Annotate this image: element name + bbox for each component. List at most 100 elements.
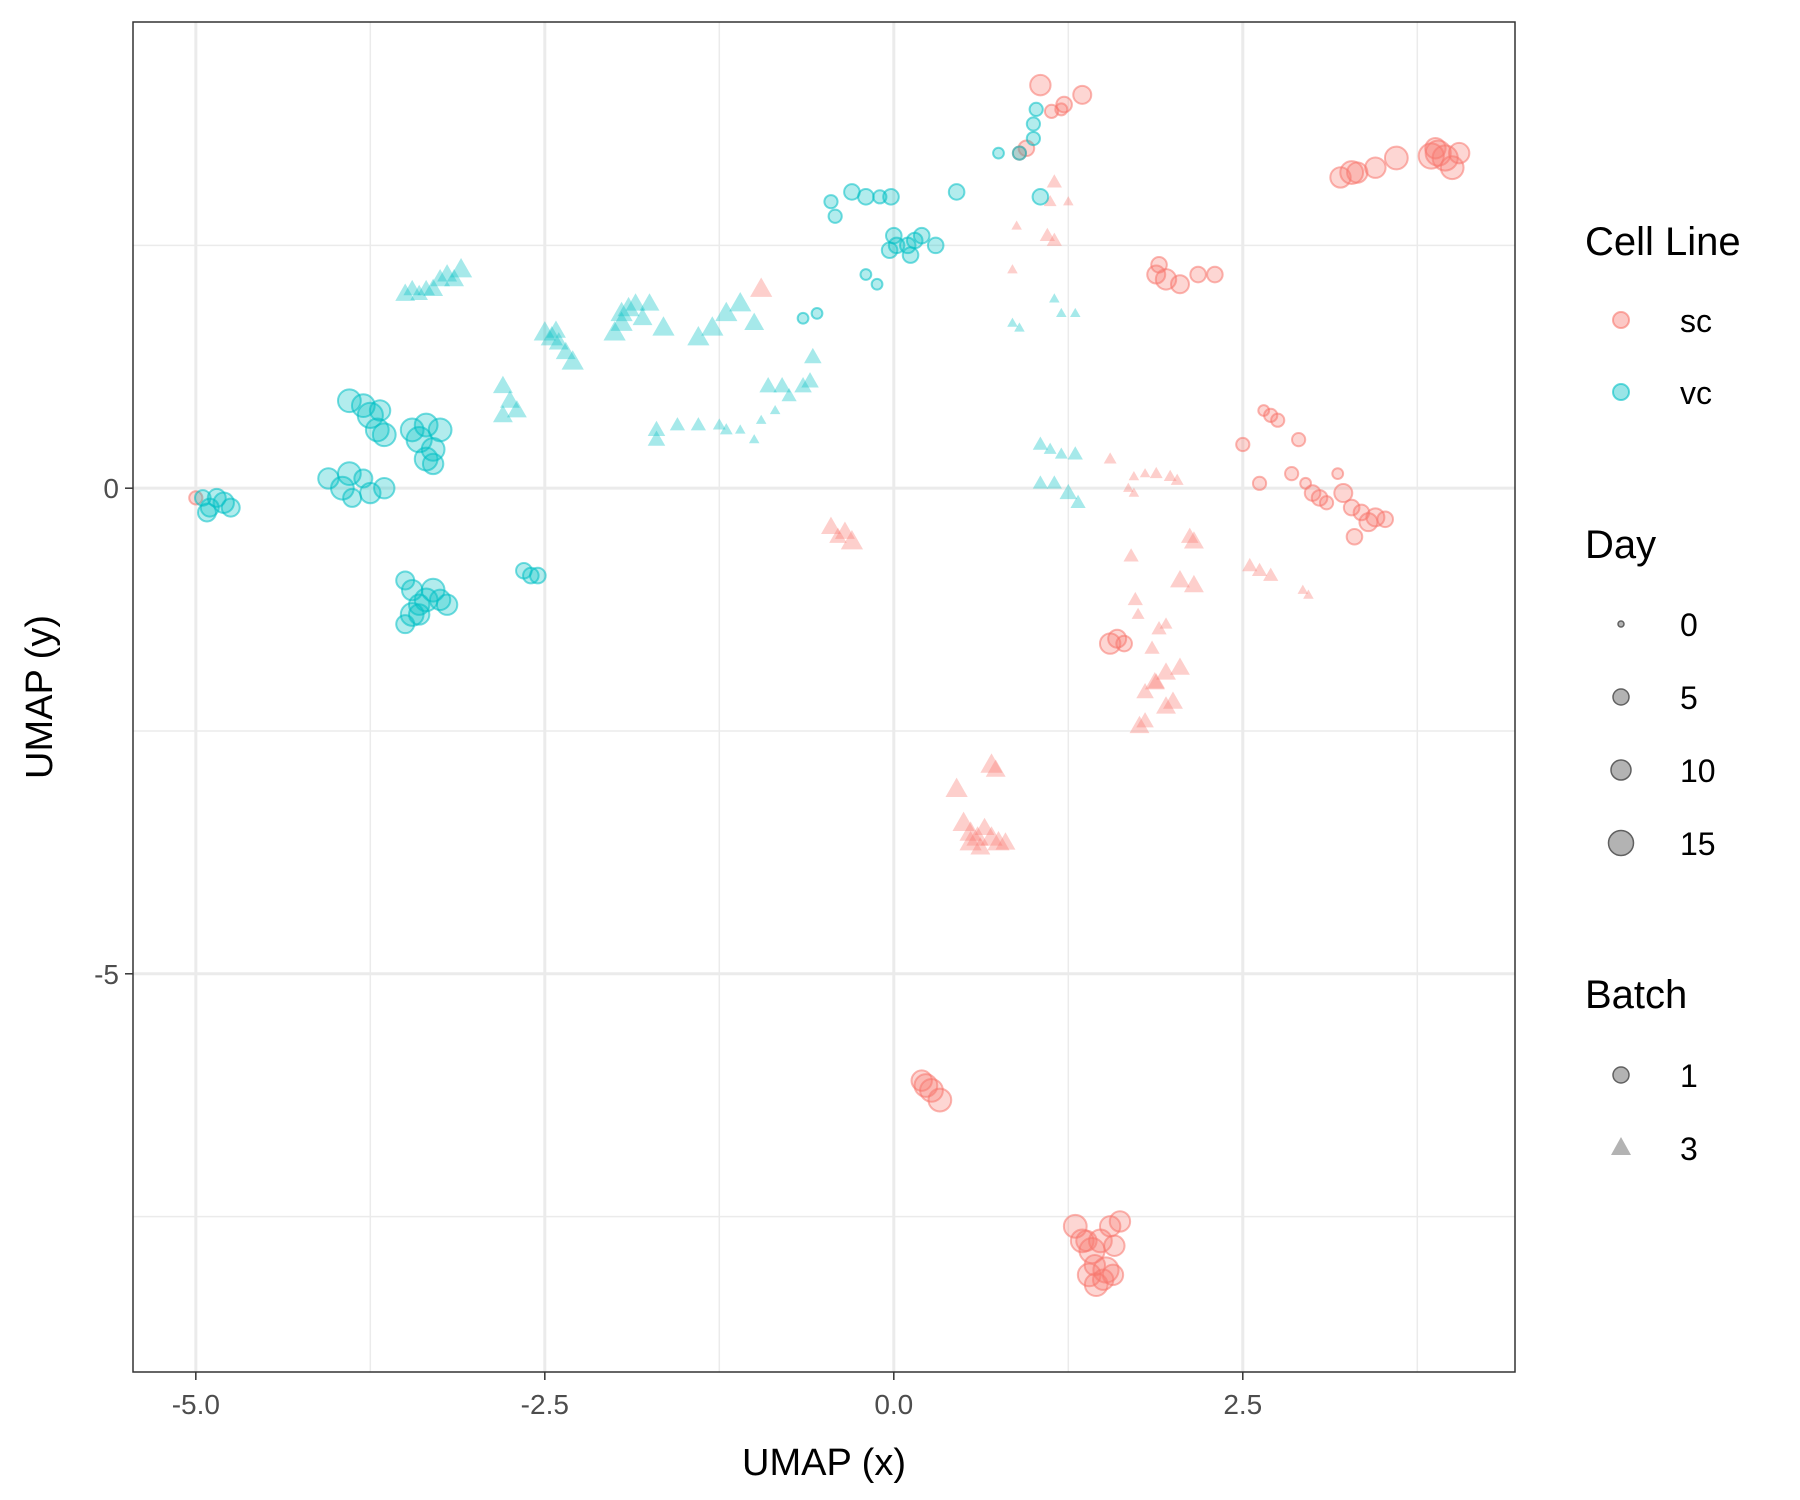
legend-label-day-0: 0 (1680, 607, 1698, 643)
point-sc-batch1 (1115, 634, 1133, 653)
point-sc-batch1 (910, 1069, 933, 1092)
point-sc-batch1 (1346, 161, 1369, 184)
point-sc-batch3 (980, 753, 1003, 773)
point-vc-batch3 (669, 417, 686, 431)
point-sc-batch3 (1103, 452, 1117, 464)
point-vc-batch3 (652, 316, 675, 336)
point-sc-batch3 (821, 516, 841, 534)
point-sc-batch3 (1128, 471, 1140, 481)
point-sc-batch1 (1103, 1234, 1126, 1257)
point-sc-batch3 (1011, 220, 1022, 230)
point-vc-batch3 (1043, 442, 1057, 454)
point-sc-batch1 (1029, 73, 1052, 97)
point-sc-batch3 (1063, 196, 1074, 206)
point-sc-batch3 (1039, 227, 1055, 241)
point-sc-batch1 (1345, 527, 1364, 546)
point-sc-batch3 (1147, 673, 1166, 689)
point-sc-batch1 (1447, 141, 1471, 165)
point-sc-batch1 (1364, 156, 1387, 179)
point-vc-batch1 (823, 194, 839, 210)
point-vc-batch1 (796, 311, 810, 325)
y-axis-title: UMAP (y) (19, 615, 61, 779)
point-vc-batch3 (1032, 475, 1048, 489)
point-sc-batch3 (1123, 548, 1139, 562)
point-sc-batch1 (1383, 145, 1409, 171)
point-vc-batch1 (421, 452, 445, 476)
data-points (188, 73, 1471, 1297)
point-sc-batch3 (1170, 570, 1190, 588)
point-sc-batch3 (1144, 640, 1160, 654)
point-vc-batch3 (734, 424, 746, 434)
point-vc-batch3 (492, 375, 513, 394)
x-tick-label: -2.5 (521, 1389, 569, 1420)
point-vc-batch1 (1011, 145, 1028, 161)
legend: Cell Line sc vc Day 0 5 10 15 Batch 1 3 (1585, 220, 1741, 1167)
point-vc-batch3 (540, 326, 563, 346)
y-tick-label: 0 (103, 473, 119, 504)
point-sc-batch3 (1297, 584, 1309, 594)
point-vc-batch1 (342, 487, 363, 508)
point-vc-batch3 (548, 332, 569, 350)
legend-label-vc: vc (1680, 375, 1712, 411)
point-sc-batch1 (1284, 466, 1300, 482)
point-vc-batch3 (632, 307, 653, 326)
point-vc-batch1 (810, 306, 824, 320)
point-vc-batch3 (744, 312, 765, 331)
point-sc-batch1 (1291, 432, 1307, 448)
point-sc-batch1 (1075, 1229, 1098, 1253)
point-sc-batch3 (1170, 473, 1184, 485)
point-vc-batch1 (947, 183, 966, 201)
point-vc-batch1 (405, 426, 433, 454)
point-vc-batch3 (715, 301, 738, 322)
point-sc-batch1 (1270, 412, 1286, 428)
panel-border (132, 21, 1516, 1373)
point-sc-batch3 (1163, 691, 1183, 709)
point-sc-batch1 (1339, 160, 1365, 185)
point-vc-batch3 (755, 414, 767, 424)
legend-key-day-10 (1610, 759, 1632, 781)
point-vc-batch1 (1025, 116, 1041, 132)
point-vc-batch3 (603, 321, 626, 341)
point-vc-batch3 (430, 268, 451, 287)
point-vc-batch3 (804, 347, 822, 364)
point-sc-batch1 (1424, 137, 1447, 160)
point-vc-batch3 (794, 377, 812, 393)
point-vc-batch3 (1032, 436, 1048, 450)
point-sc-batch3 (1046, 232, 1062, 246)
legend-key-batch-3 (1611, 1137, 1631, 1155)
point-vc-batch1 (1031, 188, 1050, 206)
point-sc-batch3 (952, 811, 975, 832)
point-vc-batch3 (769, 404, 781, 415)
legend-label-batch-3: 3 (1680, 1131, 1698, 1167)
legend-title-batch: Batch (1585, 973, 1687, 1017)
legend-key-vc (1612, 383, 1630, 401)
point-vc-batch3 (1046, 475, 1062, 489)
point-sc-batch1 (1189, 265, 1207, 284)
point-sc-batch3 (840, 529, 864, 550)
point-vc-batch1 (427, 417, 453, 443)
legend-key-day-5 (1612, 688, 1630, 706)
point-sc-batch3 (1043, 194, 1057, 207)
point-vc-batch1 (882, 188, 900, 206)
point-sc-batch3 (1131, 607, 1145, 619)
point-vc-batch3 (1056, 307, 1067, 318)
point-vc-batch3 (449, 258, 473, 278)
point-sc-batch1 (1376, 510, 1394, 529)
point-sc-batch3 (966, 826, 989, 846)
point-vc-batch1 (220, 497, 241, 518)
point-vc-batch1 (336, 388, 362, 414)
point-vc-batch1 (859, 268, 873, 281)
point-vc-batch1 (880, 241, 899, 260)
point-sc-batch1 (1342, 498, 1361, 517)
point-vc-batch3 (610, 301, 633, 322)
axes: -5.0 -2.5 0.0 2.5 0 -5 (94, 473, 1262, 1420)
legend-key-batch-1 (1612, 1066, 1630, 1084)
point-vc-batch3 (1054, 447, 1068, 459)
point-vc-batch3 (719, 423, 733, 435)
point-sc-batch3 (1170, 657, 1190, 675)
point-sc-batch3 (834, 521, 855, 539)
point-vc-batch1 (435, 593, 459, 616)
point-sc-batch3 (959, 821, 982, 841)
point-sc-batch3 (974, 817, 995, 836)
